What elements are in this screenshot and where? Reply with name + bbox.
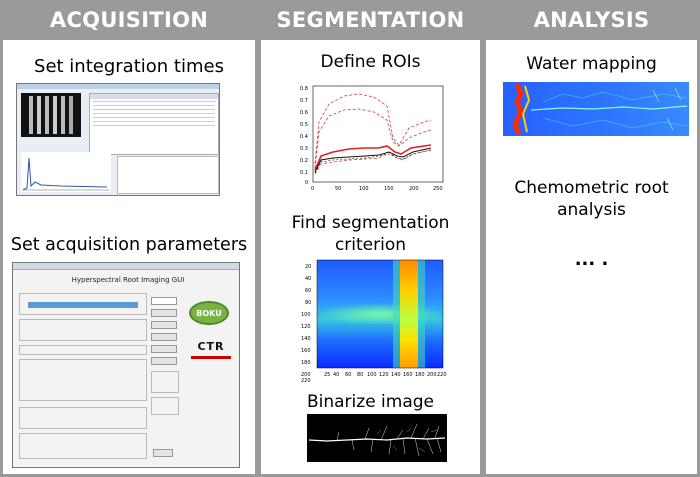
svg-text:60: 60 (305, 288, 311, 294)
svg-text:0.7: 0.7 (300, 98, 308, 104)
svg-text:80: 80 (357, 372, 363, 378)
svg-text:100: 100 (359, 186, 369, 192)
gui-button-3[interactable] (151, 321, 177, 329)
step-find-segmentation-criterion: Find segmentation criterion (291, 213, 450, 255)
svg-text:40: 40 (333, 372, 339, 378)
analysis-header: ANALYSIS (533, 8, 650, 32)
ctr-logo-bar (191, 356, 231, 359)
svg-text:50: 50 (335, 186, 341, 192)
gui-button-4[interactable] (151, 333, 177, 341)
acquisition-panel: Set integration times (3, 40, 255, 474)
svg-text:220: 220 (301, 378, 311, 382)
roi-spectra-plot: 0.8 0.7 0.6 0.5 0.4 0.3 0.2 0.1 0 0 50 100 150 20… (300, 85, 444, 192)
gui-group-2 (19, 319, 147, 341)
segmentation-header: SEGMENTATION (276, 8, 465, 32)
svg-text:150: 150 (384, 186, 394, 192)
svg-text:20: 20 (305, 264, 311, 270)
analysis-panel: Water mapping Chemometric root analysis … (486, 40, 697, 474)
acquisition-header: ACQUISITION (49, 8, 209, 32)
gui-group-8 (151, 397, 179, 415)
gui-group-3 (19, 345, 147, 355)
svg-text:60: 60 (345, 372, 351, 378)
step-chemometric-root-analysis: Chemometric root analysis (514, 178, 669, 220)
svg-text:25: 25 (324, 372, 330, 378)
svg-text:120: 120 (379, 372, 389, 378)
roi-axis-ticks: 0.8 0.7 0.6 0.5 0.4 0.3 0.2 0.1 0 0 50 100 150 20… (300, 86, 443, 192)
roi-upper2-dashed (314, 108, 432, 169)
status-area (117, 156, 219, 194)
svg-text:0: 0 (305, 180, 308, 186)
gui-title: Hyperspectral Root Imaging GUI (71, 276, 185, 284)
svg-text:200: 200 (301, 372, 311, 378)
step-water-mapping: Water mapping (526, 54, 657, 74)
step-set-integration-times: Set integration times (34, 56, 224, 77)
svg-text:80: 80 (305, 300, 311, 306)
gui-button-1[interactable] (151, 297, 177, 305)
water-map-image (503, 82, 689, 136)
gui-button-2[interactable] (151, 309, 177, 317)
gui-exit-button[interactable] (153, 449, 173, 457)
svg-text:180: 180 (301, 360, 311, 366)
binarized-root-image (307, 414, 447, 462)
camera-stripes (29, 96, 73, 134)
svg-text:0.2: 0.2 (300, 158, 308, 164)
gui-group-6 (19, 433, 147, 459)
svg-text:160: 160 (403, 372, 413, 378)
roi-mean-red (314, 144, 432, 171)
svg-text:250: 250 (433, 186, 443, 192)
svg-text:40: 40 (305, 276, 311, 282)
segmentation-panel: Define ROIs 0.8 0.7 0.6 0.5 0.4 0.3 0.2 0.1 0 … (261, 40, 480, 474)
step-set-acquisition-parameters: Set acquisition parameters (10, 235, 248, 255)
analysis-column: ANALYSIS Water mapping Chemometric root … (483, 0, 700, 477)
segmentation-column: SEGMENTATION Define ROIs 0.8 0.7 0.6 0.5 0.… (258, 0, 483, 477)
roi-lower-dashed (314, 149, 432, 175)
settings-table (89, 93, 219, 155)
gui-group-4 (19, 359, 147, 401)
svg-text:220: 220 (437, 372, 447, 378)
svg-text:160: 160 (301, 348, 311, 354)
step-more: ... . (574, 249, 609, 270)
gui-group-5 (19, 407, 147, 429)
svg-text:140: 140 (391, 372, 401, 378)
spectrum-mini-plot (21, 152, 111, 192)
camera-preview (21, 93, 81, 137)
svg-text:0: 0 (311, 186, 314, 192)
boku-logo-text: BOKU (196, 308, 222, 318)
ctr-logo-text: CTR (197, 339, 225, 353)
ctr-logo: CTR (191, 337, 231, 355)
svg-text:140: 140 (301, 336, 311, 342)
svg-text:200: 200 (427, 372, 437, 378)
integration-times-screenshot (16, 83, 220, 196)
acquisition-gui-screenshot: Hyperspectral Root Imaging GUI BOKU CTR (12, 262, 240, 468)
svg-text:120: 120 (301, 324, 311, 330)
svg-text:0.8: 0.8 (300, 86, 308, 92)
svg-text:180: 180 (415, 372, 425, 378)
svg-text:0.3: 0.3 (300, 146, 308, 152)
gui-group-7 (151, 371, 179, 393)
svg-text:0.1: 0.1 (300, 170, 308, 176)
gui-button-6[interactable] (151, 357, 177, 365)
roi-black-dashed (314, 149, 432, 174)
roi-black-line (314, 147, 432, 173)
step-define-rois: Define ROIs (320, 52, 421, 72)
boku-logo: BOKU (189, 301, 229, 325)
gui-button-5[interactable] (151, 345, 177, 353)
acquisition-column: ACQUISITION Set integration times (0, 0, 258, 477)
svg-text:100: 100 (301, 312, 311, 318)
gui-group-1 (19, 293, 147, 315)
svg-text:0.4: 0.4 (300, 134, 308, 140)
svg-text:200: 200 (409, 186, 419, 192)
step-binarize-image: Binarize image (306, 392, 435, 412)
svg-text:0.5: 0.5 (300, 122, 308, 128)
svg-text:100: 100 (367, 372, 377, 378)
svg-text:0.6: 0.6 (300, 110, 308, 116)
roi-upper-dashed (314, 93, 432, 165)
